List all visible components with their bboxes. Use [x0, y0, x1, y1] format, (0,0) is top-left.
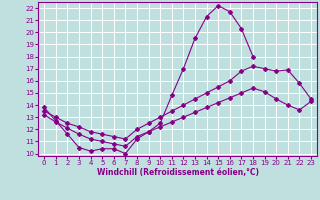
X-axis label: Windchill (Refroidissement éolien,°C): Windchill (Refroidissement éolien,°C) [97, 168, 259, 177]
